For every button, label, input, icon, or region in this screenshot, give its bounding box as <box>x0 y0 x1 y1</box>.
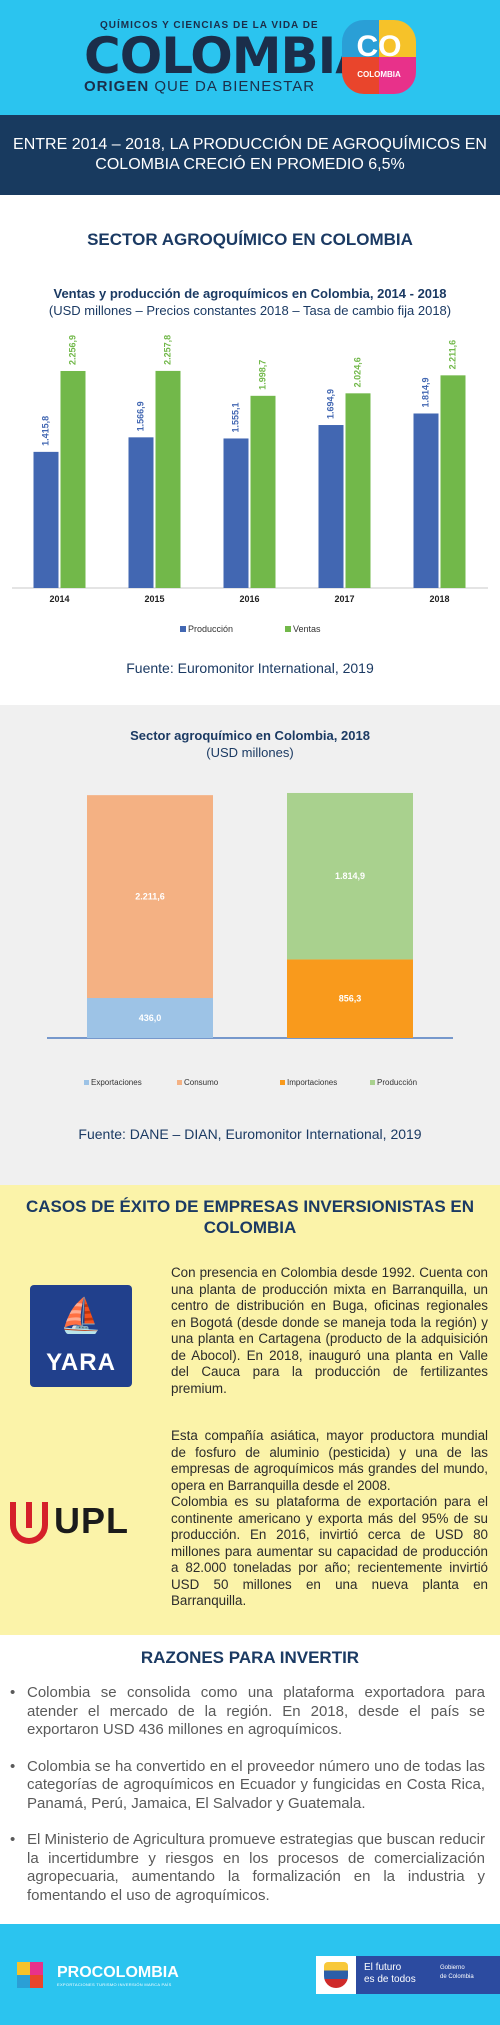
chart2-legend-label: Consumo <box>184 1078 219 1087</box>
chart1-x-tick-label: 2018 <box>429 594 449 604</box>
chart2-legend-swatch <box>370 1080 375 1085</box>
chart2-data-label: 436,0 <box>139 1013 162 1023</box>
chart2-segment-producción <box>287 792 413 960</box>
chart1-x-tick-label: 2015 <box>144 594 164 604</box>
header: QUÍMICOS Y CIENCIAS DE LA VIDA DE COLOMB… <box>0 0 500 115</box>
chart1-bar-producción <box>33 451 59 588</box>
upl-description-2: Colombia es su plataforma de exportación… <box>171 1494 488 1608</box>
chart1-data-label: 2.257,8 <box>162 335 172 365</box>
chart2-legend-swatch <box>280 1080 285 1085</box>
gov-slogan-line1: El futuro <box>364 1962 402 1973</box>
logo-subline: ORIGEN QUE DA BIENESTAR <box>84 78 315 95</box>
procolombia-tagline: EXPORTACIONES TURISMO INVERSIÓN MARCA PA… <box>57 1982 172 1987</box>
chart1-legend-swatch <box>285 626 291 632</box>
colombia-logo-text: COLOMBIA <box>84 27 374 85</box>
yara-logo-text: YARA <box>46 1349 116 1376</box>
chart1-bar-producción <box>223 438 249 588</box>
gov-slogan-line2: es de todos <box>364 1974 416 1985</box>
chart1-legend-label: Producción <box>188 624 233 634</box>
chart1-bar-ventas <box>250 395 276 588</box>
gov-name: Gobierno de Colombia <box>440 1964 474 1982</box>
chart2-legend-label: Importaciones <box>287 1078 337 1087</box>
logo-subline-bold: ORIGEN <box>84 78 150 95</box>
chart2-legend-swatch <box>84 1080 89 1085</box>
chart1-data-label: 2.256,9 <box>67 335 77 365</box>
chart1-bar-ventas <box>345 393 371 588</box>
chart1-title: Ventas y producción de agroquímicos en C… <box>53 286 447 301</box>
chart1-bar-ventas <box>440 375 466 588</box>
upl-description-1: Esta compañía asiática, mayor productora… <box>171 1428 488 1493</box>
chart2-panel <box>0 705 500 1185</box>
upl-logo-text: UPL <box>54 1500 129 1541</box>
chart1-bar-producción <box>318 425 344 588</box>
reasons-title: RAZONES PARA INVERTIR <box>140 1648 360 1667</box>
chart2-legend-label: Exportaciones <box>91 1078 142 1087</box>
chart2-data-label: 856,3 <box>339 994 362 1004</box>
chart1-x-tick-label: 2014 <box>49 594 69 604</box>
chart2-subtitle: (USD millones) <box>206 745 294 760</box>
chart1-data-label: 2.024,6 <box>352 357 362 387</box>
cases-panel <box>0 1185 500 1635</box>
chart2-data-label: 2.211,6 <box>135 892 165 902</box>
reason-item: El Ministerio de Agricultura promueve es… <box>10 1831 485 1905</box>
chart1-data-label: 2.211,6 <box>447 340 457 370</box>
chart1-bar-ventas <box>155 370 181 588</box>
chart2-source: Fuente: DANE – DIAN, Euromonitor Interna… <box>78 1126 422 1142</box>
gobierno-logo: El futuro es de todos Gobierno de Colomb… <box>316 1956 500 1994</box>
chart1-x-tick-label: 2016 <box>239 594 259 604</box>
reason-item: Colombia se ha convertido en el proveedo… <box>10 1758 485 1814</box>
chart1-bar-chart: 1.415,8 2.256,9 2014 1.566,9 2.257,8 2015 1.55… <box>12 335 488 634</box>
chart2-data-label: 1.814,9 <box>335 871 365 881</box>
footer: PROCOLOMBIA EXPORTACIONES TURISMO INVERS… <box>0 1924 500 2025</box>
reason-item: Colombia se consolida como una plataform… <box>10 1684 485 1740</box>
reasons-clip: Colombia se consolida como una plataform… <box>0 1675 500 1924</box>
chart2-legend-label: Producción <box>377 1078 417 1087</box>
reasons-list: Colombia se consolida como una plataform… <box>10 1684 485 1923</box>
chart1-bar-ventas <box>60 370 86 588</box>
cases-title: CASOS DE ÉXITO DE EMPRESAS INVERSIONISTA… <box>25 1197 475 1237</box>
chart1-data-label: 1.694,9 <box>325 389 335 419</box>
procolombia-mark-icon <box>17 1962 43 1988</box>
procolombia-name: PROCOLOMBIA <box>57 1964 179 1981</box>
chart1-bar-producción <box>128 437 154 588</box>
logo-subline-rest: QUE DA BIENESTAR <box>154 78 316 95</box>
chart1-data-label: 1.814,9 <box>420 377 430 407</box>
chart1-data-label: 1.415,8 <box>40 416 50 446</box>
yara-description: Con presencia en Colombia desde 1992. Cu… <box>171 1265 488 1396</box>
logo-top-line: QUÍMICOS Y CIENCIAS DE LA VIDA DE <box>100 20 319 31</box>
badge-label: COLOMBIA <box>357 70 401 79</box>
viking-ship-icon: ⛵ <box>59 1297 103 1335</box>
upl-description: Esta compañía asiática, mayor productora… <box>171 1428 488 1610</box>
chart2-segment-exportaciones <box>87 998 213 1038</box>
badge-co-text: CO <box>356 30 402 63</box>
chart1-source: Fuente: Euromonitor International, 2019 <box>126 660 374 676</box>
chart1-legend-swatch <box>180 626 186 632</box>
chart1-data-label: 1.566,9 <box>135 401 145 431</box>
chart2-title: Sector agroquímico en Colombia, 2018 <box>130 728 370 743</box>
section-title: SECTOR AGROQUÍMICO EN COLOMBIA <box>87 230 413 249</box>
yara-logo: ⛵ YARA <box>30 1285 132 1387</box>
gov-name-line1: Gobierno <box>440 1965 465 1971</box>
chart2-segment-consumo <box>87 795 213 999</box>
gov-name-line2: de Colombia <box>440 1974 474 1980</box>
upl-logo: UPL <box>10 1500 150 1550</box>
gov-slogan: El futuro es de todos <box>364 1962 416 1986</box>
chart1-data-label: 1.555,1 <box>230 402 240 432</box>
upl-mark-icon <box>10 1502 48 1544</box>
headline-banner: ENTRE 2014 – 2018, LA PRODUCCIÓN DE AGRO… <box>0 115 500 195</box>
chart1-bar-producción <box>413 413 439 588</box>
chart2-stacked-bar-chart: 436,0 2.211,6 856,3 1.814,9 Exportaciones Con… <box>47 792 453 1087</box>
chart1-x-tick-label: 2017 <box>334 594 354 604</box>
chart1-subtitle: (USD millones – Precios constantes 2018 … <box>48 303 452 318</box>
chart2-legend-swatch <box>177 1080 182 1085</box>
coat-of-arms-icon <box>324 1962 348 1988</box>
co-colombia-badge-icon: CO COLOMBIA <box>342 20 416 94</box>
chart1-legend-label: Ventas <box>293 624 321 634</box>
chart2-segment-importaciones <box>287 959 413 1038</box>
chart1-data-label: 1.998,7 <box>257 360 267 390</box>
gobierno-logo-panel <box>356 1956 500 1994</box>
